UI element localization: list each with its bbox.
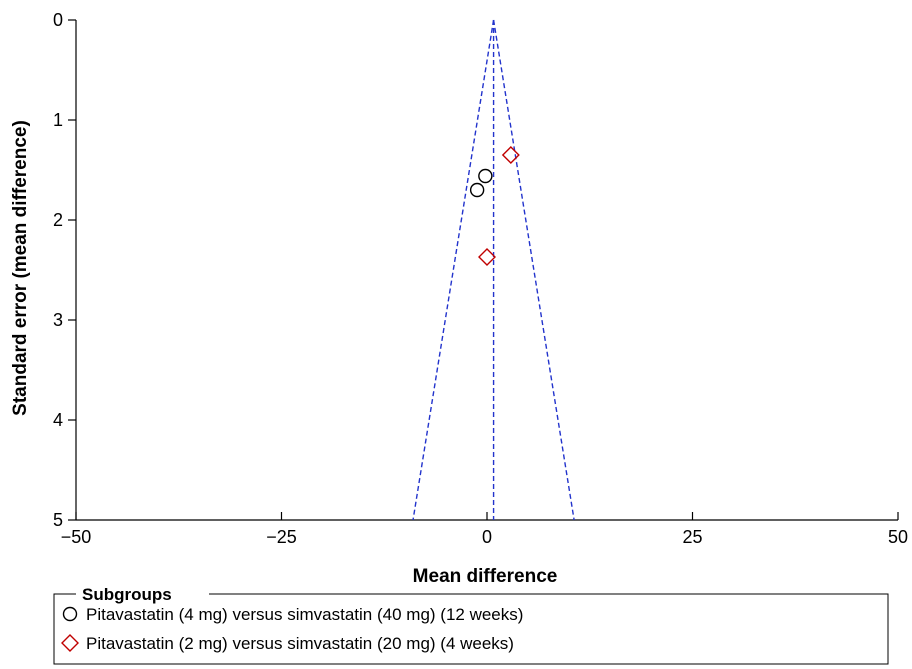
y-tick-label: 1 xyxy=(53,110,63,130)
y-tick-label: 3 xyxy=(53,310,63,330)
y-tick-label: 0 xyxy=(53,10,63,30)
legend: Subgroups Pitavastatin (4 mg) versus sim… xyxy=(53,585,889,665)
circle-marker xyxy=(478,168,493,184)
legend-circle-marker xyxy=(62,606,78,622)
axes xyxy=(75,20,898,521)
y-tick-label: 5 xyxy=(53,510,63,530)
y-tick-label: 4 xyxy=(53,410,63,430)
funnel-right-line xyxy=(492,19,575,521)
x-tick-label: −25 xyxy=(266,527,297,547)
legend-diamond-marker xyxy=(61,634,79,652)
x-tick-label: −50 xyxy=(61,527,92,547)
data-points xyxy=(469,146,520,266)
x-tick-label: 0 xyxy=(482,527,492,547)
legend-label: Pitavastatin (4 mg) versus simvastatin (… xyxy=(86,605,523,624)
x-ticks: −50 −25 0 25 50 xyxy=(61,512,908,547)
legend-items: Pitavastatin (4 mg) versus simvastatin (… xyxy=(61,605,523,653)
funnel-left-line xyxy=(412,19,495,521)
x-tick-label: 50 xyxy=(888,527,908,547)
x-tick-label: 25 xyxy=(682,527,702,547)
y-axis-title: Standard error (mean difference) xyxy=(10,120,31,416)
legend-frame xyxy=(53,593,889,665)
legend-label: Pitavastatin (2 mg) versus simvastatin (… xyxy=(86,634,514,653)
x-axis-title: Mean difference xyxy=(413,566,558,587)
legend-title: Subgroups xyxy=(82,585,172,604)
y-tick-label: 2 xyxy=(53,210,63,230)
circle-marker xyxy=(469,182,485,198)
diamond-marker xyxy=(501,146,520,164)
diamond-marker xyxy=(478,248,496,266)
funnel-lines xyxy=(412,19,575,521)
y-ticks: 0 1 2 3 4 5 xyxy=(53,10,76,530)
